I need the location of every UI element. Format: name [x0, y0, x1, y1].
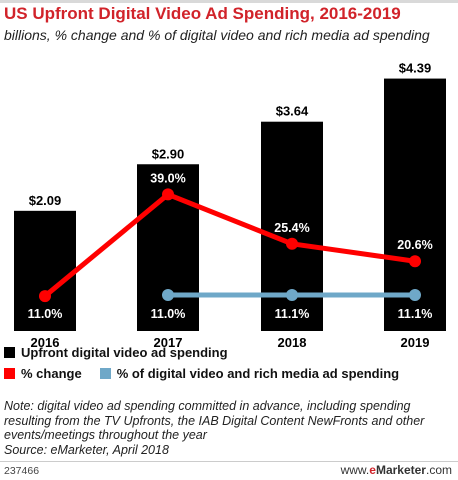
bar-value-label: $2.09: [29, 193, 62, 208]
share-value-label: 11.0%: [151, 307, 186, 321]
brand-logo: www.eMarketer.com: [341, 463, 452, 477]
change-point: [39, 290, 51, 303]
footer-divider: [0, 461, 458, 462]
legend-change-swatch: [4, 368, 15, 379]
note-text: Note: digital video ad spending committe…: [4, 399, 425, 442]
change-series-line: [43, 191, 416, 298]
change-point: [286, 237, 298, 250]
change-point: [409, 255, 421, 268]
legend-bar-swatch: [4, 347, 15, 358]
change-value-label: 11.0%: [28, 307, 63, 321]
bar-value-label: $4.39: [399, 61, 432, 76]
share-point: [162, 289, 174, 301]
chart-title: US Upfront Digital Video Ad Spending, 20…: [4, 4, 401, 23]
share-value-label: 11.1%: [398, 307, 433, 321]
legend-share-label: % of digital video and rich media ad spe…: [116, 366, 400, 381]
legend-share-swatch: [99, 368, 111, 379]
bar-value-label: $2.90: [152, 146, 185, 161]
change-point: [162, 188, 174, 201]
source-text: Source: eMarketer, April 2018: [4, 442, 169, 457]
top-rule: [0, 0, 458, 3]
legend-lines: % change % of digital video and rich med…: [4, 366, 399, 381]
x-tick-label: 2019: [401, 335, 430, 350]
brand-suffix: .com: [425, 463, 452, 477]
share-point: [286, 289, 298, 301]
chart-note: Note: digital video ad spending committe…: [4, 399, 454, 457]
bar-2019: [384, 78, 446, 331]
bar-value-label: $3.64: [276, 104, 309, 119]
brand-name: Marketer: [375, 463, 426, 477]
legend-change-label: % change: [21, 366, 82, 381]
chart-plot: $2.09 2016 $2.90 2017 $3.64 2018 $4.39 2019 11.0…: [14, 61, 446, 350]
legend-bars: Upfront digital video ad spending: [4, 345, 228, 360]
change-value-label: 25.4%: [274, 221, 309, 235]
brand-prefix: www.: [340, 463, 370, 477]
x-tick-label: 2016: [31, 335, 60, 350]
change-value-label: 39.0%: [150, 171, 185, 185]
brand-e: e: [369, 463, 376, 477]
bar-2016: [14, 210, 76, 331]
chart-subtitle: billions, % change and % of digital vide…: [4, 27, 430, 43]
legend-bars-label: Upfront digital video ad spending: [21, 345, 228, 360]
share-value-label: 11.1%: [275, 307, 310, 321]
x-tick-label: 2018: [278, 335, 307, 350]
share-point: [409, 289, 421, 301]
change-value-label: 20.6%: [397, 238, 432, 252]
x-tick-label: 2017: [154, 335, 183, 350]
chart-id: 237466: [4, 465, 40, 477]
